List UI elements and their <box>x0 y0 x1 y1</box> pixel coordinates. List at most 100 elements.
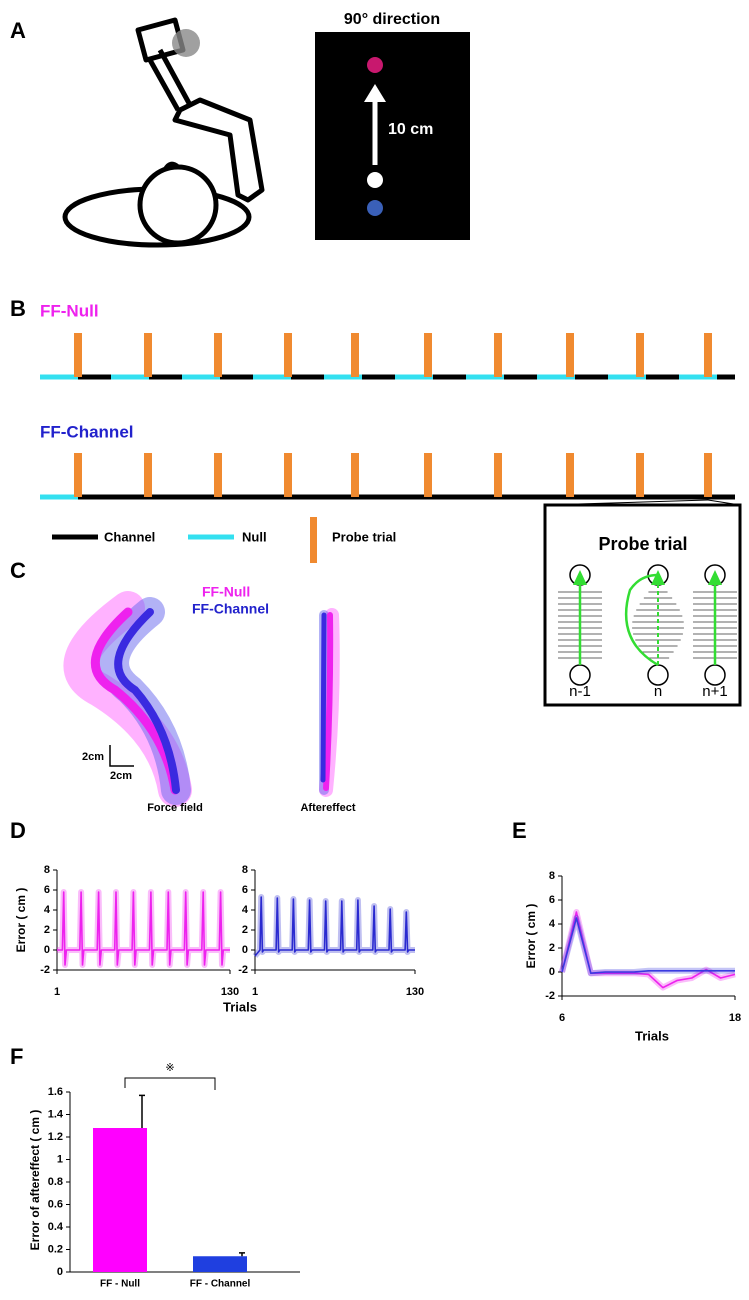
screen-title: 90° direction <box>344 11 440 28</box>
y-tick-label: -2 <box>238 964 248 976</box>
trial-label: n <box>654 683 662 700</box>
legend-label: Channel <box>104 529 155 544</box>
inset-title: Probe trial <box>598 534 687 554</box>
panel-label: C <box>10 558 26 583</box>
probe-trial <box>214 333 222 377</box>
y-axis-label: Error ( cm ) <box>14 888 28 953</box>
y-tick-label: 2 <box>242 924 248 936</box>
y-tick-label: 0 <box>44 944 50 956</box>
panel-label: B <box>10 296 26 321</box>
y-tick-label: 6 <box>242 884 248 896</box>
target-marker <box>172 29 200 57</box>
y-tick-label: -2 <box>545 990 555 1002</box>
y-tick-label: 6 <box>549 894 555 906</box>
legend-label: FF-Null <box>202 584 250 600</box>
panel-label: D <box>10 818 26 843</box>
probe-trial <box>351 453 359 497</box>
y-tick-label: 1 <box>57 1153 63 1165</box>
probe-trial <box>636 333 644 377</box>
probe-trial <box>704 333 712 377</box>
probe-trial <box>284 333 292 377</box>
y-tick-label: 4 <box>44 904 51 916</box>
inset-fields <box>558 564 737 686</box>
significance: ※ <box>165 1062 174 1074</box>
y-tick-label: 0.6 <box>48 1198 63 1210</box>
series-line <box>57 891 230 966</box>
y-tick-label: 0 <box>57 1266 63 1278</box>
target <box>367 57 383 73</box>
probe-trial <box>74 453 82 497</box>
probe-trial <box>144 333 152 377</box>
y-tick-label: 0 <box>242 944 248 956</box>
scale-label: 2cm <box>82 751 104 763</box>
caption: Force field <box>147 802 203 814</box>
probe-trial <box>704 453 712 497</box>
hand-path <box>624 573 659 667</box>
probe-trial <box>424 333 432 377</box>
subject-drawing <box>62 17 265 248</box>
y-tick-label: 2 <box>549 942 555 954</box>
y-tick-label: -2 <box>40 964 50 976</box>
hand <box>367 200 383 216</box>
y-tick-label: 1.2 <box>48 1131 63 1143</box>
distance-label: 10 cm <box>388 121 433 138</box>
probe-trial <box>74 333 82 377</box>
probe-trial <box>636 453 644 497</box>
probe-trial <box>351 333 359 377</box>
y-tick-label: 4 <box>549 918 556 930</box>
x-tick-label: 130 <box>406 986 424 998</box>
y-axis-label: Error of aftereffect ( cm ) <box>28 1110 42 1251</box>
probe-trial <box>566 453 574 497</box>
y-tick-label: 8 <box>549 870 555 882</box>
schedule-title: FF-Channel <box>40 422 134 441</box>
y-tick-label: 8 <box>242 864 248 876</box>
y-tick-label: 0.8 <box>48 1176 63 1188</box>
x-tick-label: FF - Channel <box>190 1279 251 1290</box>
probe-trial <box>424 453 432 497</box>
legend-label: Probe trial <box>332 529 396 544</box>
y-tick-label: 0.4 <box>48 1221 64 1233</box>
scale-label: 2cm <box>110 770 132 782</box>
trajectories <box>63 591 340 807</box>
inset <box>543 503 742 707</box>
x-tick-label: FF - Null <box>100 1279 140 1290</box>
y-axis-label: Error ( cm ) <box>524 904 538 969</box>
start <box>367 172 383 188</box>
x-tick-label: 18 <box>729 1012 741 1024</box>
arrow-head <box>651 570 665 585</box>
probe-trial <box>214 453 222 497</box>
probe-trial <box>494 453 502 497</box>
y-tick-label: 6 <box>44 884 50 896</box>
probe-trial <box>494 333 502 377</box>
arrow-head <box>364 84 386 102</box>
y-tick-label: 0 <box>549 966 555 978</box>
bar <box>93 1128 147 1272</box>
caption: Aftereffect <box>300 802 355 814</box>
y-tick-label: 2 <box>44 924 50 936</box>
x-axis-label: Trials <box>635 1028 669 1043</box>
x-tick-label: 1 <box>252 986 258 998</box>
y-tick-label: 8 <box>44 864 50 876</box>
y-tick-label: 4 <box>242 904 249 916</box>
panel-label: E <box>512 818 527 843</box>
x-tick-label: 6 <box>559 1012 565 1024</box>
trial-label: n+1 <box>702 683 727 700</box>
probe-trial <box>566 333 574 377</box>
trial-label: n-1 <box>569 683 591 700</box>
y-tick-label: 1.4 <box>48 1108 64 1120</box>
series-line <box>254 896 415 957</box>
legend-swatch <box>310 517 317 563</box>
legend-label: FF-Channel <box>192 601 269 617</box>
bar <box>193 1256 247 1272</box>
significance-bracket <box>124 1077 216 1090</box>
y-tick-label: 0.2 <box>48 1243 63 1255</box>
arrow-head <box>573 570 587 585</box>
x-tick-label: 130 <box>221 986 239 998</box>
y-tick-label: 1.6 <box>48 1086 63 1098</box>
probe-trial <box>144 453 152 497</box>
series-line <box>561 917 735 974</box>
panel-label: F <box>10 1044 23 1069</box>
band <box>559 909 736 991</box>
schedule-title: FF-Null <box>40 301 99 320</box>
